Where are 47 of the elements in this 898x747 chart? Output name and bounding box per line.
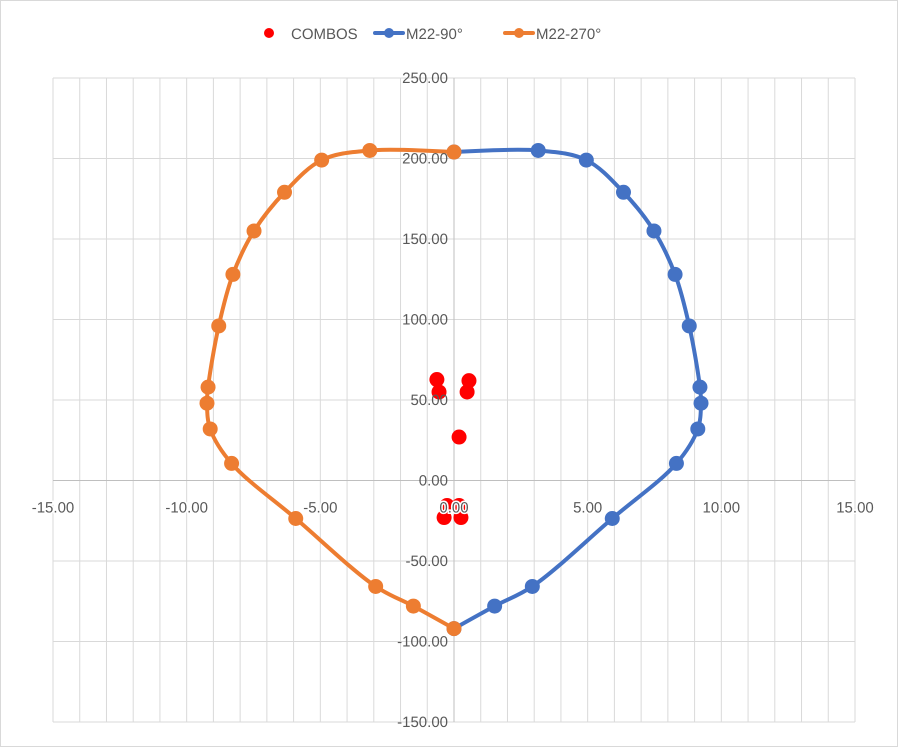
point [690,421,706,436]
point [225,266,240,282]
point [694,396,709,411]
y-tick-label: 0.00 [418,472,448,490]
x-tick-label: -15.00 [32,500,74,516]
point [224,456,240,471]
point [211,318,226,334]
point [202,421,218,436]
point [668,456,684,471]
x-tick-label: -5.00 [303,500,338,516]
y-tick-label: -100.00 [397,634,448,650]
point [530,142,546,158]
legend-label: M22-270° [536,26,602,43]
point [524,578,540,594]
point [452,430,467,445]
point [200,380,216,395]
y-tick-label: 50.00 [410,392,448,409]
point [616,184,631,200]
point [314,152,330,168]
point [487,598,502,614]
point [368,578,384,594]
point [460,384,475,400]
point [277,184,292,200]
point [692,380,708,395]
y-tick-label: 250.00 [402,70,448,87]
x-tick-label: 5.00 [573,500,602,516]
point [362,142,378,158]
point [646,223,662,238]
y-tick-label: 100.00 [402,312,448,328]
x-tick-label: 10.00 [702,500,740,516]
point [288,511,304,526]
legend-label: COMBOS [291,26,358,43]
x-tick-label: 15.00 [836,500,874,516]
point [578,152,594,168]
point [246,223,262,238]
y-tick-label: -50.00 [405,553,448,570]
point [406,598,421,614]
point [429,372,444,388]
point [682,318,697,334]
legend-label: M22-90° [406,26,463,43]
point [668,266,683,282]
point [604,511,620,526]
y-tick-label: -150.00 [397,714,448,731]
point [199,396,214,411]
x-tick-label: -10.00 [165,500,208,516]
y-tick-label: 200.00 [402,150,448,168]
y-tick-label: 150.00 [402,231,448,248]
